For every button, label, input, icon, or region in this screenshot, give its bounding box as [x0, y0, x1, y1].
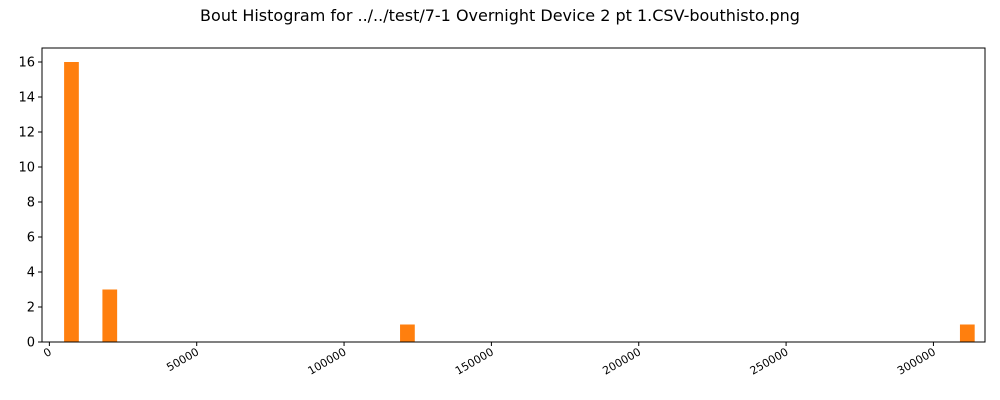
histogram-bar	[400, 324, 415, 342]
x-axis-ticks: 0 50000 100000 150000 200000 250000 300000	[41, 342, 938, 378]
histogram-bar	[64, 62, 79, 342]
plot-frame	[41, 47, 986, 343]
x-tick-label: 300000	[895, 345, 938, 377]
x-tick-label: 100000	[306, 345, 349, 377]
y-tick-label: 12	[18, 126, 35, 141]
y-tick-label: 4	[27, 266, 35, 281]
x-tick-label: 0	[41, 345, 54, 360]
x-tick-label: 250000	[748, 345, 791, 377]
x-tick-label: 150000	[453, 345, 496, 377]
chart-title: Bout Histogram for ../../test/7-1 Overni…	[200, 6, 800, 25]
y-tick-label: 8	[27, 196, 35, 211]
y-axis-ticks: 0 2 4 6 8 10 12 14 16	[18, 56, 42, 351]
x-tick-label: 200000	[600, 345, 643, 377]
y-tick-label: 2	[27, 301, 35, 316]
y-tick-label: 0	[27, 336, 35, 351]
y-tick-label: 16	[18, 56, 35, 71]
bars-group	[64, 62, 975, 342]
y-tick-label: 6	[27, 231, 35, 246]
histogram-bar	[102, 289, 118, 342]
histogram-bar	[959, 324, 975, 342]
y-tick-label: 14	[18, 91, 35, 106]
y-tick-label: 10	[18, 161, 35, 176]
x-tick-label: 50000	[164, 345, 201, 374]
